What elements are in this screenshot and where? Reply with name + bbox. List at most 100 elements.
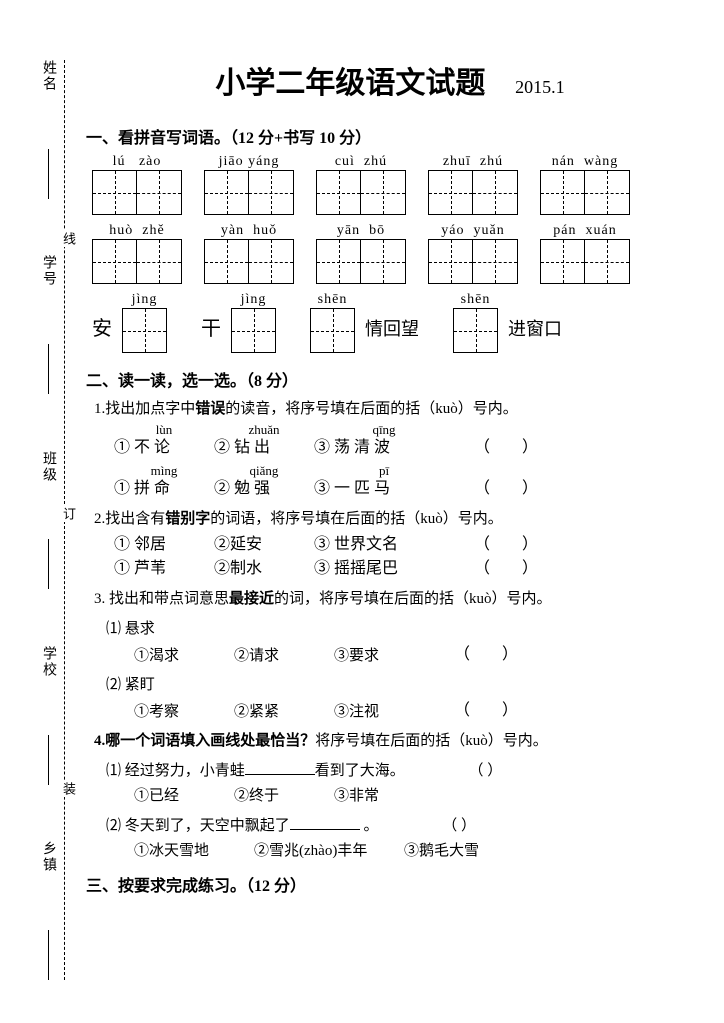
- opt-num: ①: [114, 536, 130, 553]
- opt-text: 考察: [149, 704, 179, 720]
- pinyin-block: yàn huǒ: [204, 223, 294, 284]
- answer-paren[interactable]: （ ）: [474, 533, 538, 557]
- opt-text: 荡 清 波: [334, 439, 390, 456]
- sentence-b: 看到了大海。: [315, 763, 405, 779]
- page-content: 小学二年级语文试题 2015.1 一、看拼音写词语。（12 分+书写 10 分）…: [86, 58, 694, 902]
- pinyin-block: zhuī zhú: [428, 154, 518, 215]
- option-row: ①考察 ②紧紧 ③注视 （ ）: [134, 699, 694, 723]
- option-cell: ③ 世界文名: [314, 533, 454, 557]
- tian-box[interactable]: [473, 170, 518, 215]
- fill-blank[interactable]: [290, 815, 360, 830]
- opt-num: ②: [234, 704, 249, 720]
- pinyin-label: jìng: [132, 292, 158, 308]
- answer-paren[interactable]: （ ）: [454, 699, 518, 723]
- q-bold: 错误: [195, 401, 225, 417]
- tian-box[interactable]: [122, 308, 167, 353]
- option-cell: ②制水: [214, 557, 314, 581]
- opt-num: ③: [314, 439, 330, 456]
- opt-text: 终于: [249, 788, 279, 804]
- tian-box[interactable]: [137, 170, 182, 215]
- opt-text: 制水: [230, 560, 262, 577]
- fill-blank[interactable]: [245, 760, 315, 775]
- tian-box[interactable]: [92, 170, 137, 215]
- opt-num: ③: [314, 560, 330, 577]
- option-cell: lùn① 不 论: [114, 423, 214, 460]
- tian-box[interactable]: [361, 239, 406, 284]
- q-num: 4.: [94, 733, 105, 749]
- opt-text: 勉 强: [234, 480, 270, 497]
- option-cell: ②终于: [234, 785, 334, 808]
- opt-num: ③: [334, 788, 349, 804]
- option-row: ① 邻居 ②延安 ③ 世界文名 （ ）: [114, 533, 694, 557]
- pinyin-above: qiǎng: [214, 464, 314, 477]
- answer-paren[interactable]: （ ）: [454, 643, 518, 667]
- page-date: 2015.1: [515, 77, 565, 97]
- tian-box[interactable]: [310, 308, 355, 353]
- opt-text: 已经: [149, 788, 179, 804]
- binding-line: [48, 735, 49, 785]
- tian-box[interactable]: [316, 239, 361, 284]
- opt-num: ②: [214, 439, 230, 456]
- opt-num: ③: [334, 648, 349, 664]
- pinyin-label: yàn huǒ: [204, 223, 294, 239]
- tian-box[interactable]: [540, 170, 585, 215]
- sentence-b: 。: [360, 818, 379, 834]
- opt-num: ①: [114, 560, 130, 577]
- pinyin-above: qīng: [314, 423, 454, 436]
- opt-text: 摇摇尾巴: [334, 560, 398, 577]
- tian-box[interactable]: [204, 170, 249, 215]
- opt-text: 拼 命: [134, 480, 170, 497]
- tian-box[interactable]: [204, 239, 249, 284]
- binding-line: [48, 539, 49, 589]
- pinyin-block: cuì zhú: [316, 154, 406, 215]
- tian-box[interactable]: [249, 170, 294, 215]
- opt-num: ②: [214, 560, 230, 577]
- tian-box[interactable]: [453, 308, 498, 353]
- pinyin-above: mìng: [114, 464, 214, 477]
- answer-paren[interactable]: （ ）: [474, 557, 538, 581]
- tian-box[interactable]: [540, 239, 585, 284]
- pinyin-block: huò zhě: [92, 223, 182, 284]
- opt-num: ②: [254, 843, 269, 859]
- pinyin-block: yān bō: [316, 223, 406, 284]
- tian-box[interactable]: [137, 239, 182, 284]
- tian-box[interactable]: [316, 170, 361, 215]
- tian-box[interactable]: [428, 239, 473, 284]
- opt-text: 钻 出: [234, 439, 270, 456]
- option-cell: ③ 摇摇尾巴: [314, 557, 454, 581]
- pinyin-label: shēn: [318, 292, 348, 308]
- opt-num: ①: [134, 788, 149, 804]
- answer-paren[interactable]: （ ）: [474, 477, 538, 501]
- tian-box[interactable]: [92, 239, 137, 284]
- q-text: 的词，将序号填在后面的括（kuò）号内。: [274, 591, 552, 607]
- opt-text: 芦苇: [134, 560, 166, 577]
- answer-paren[interactable]: （ ）: [474, 436, 538, 460]
- option-cell: ①渴求: [134, 645, 234, 668]
- pinyin-label: lú zào: [92, 154, 182, 170]
- tian-box[interactable]: [361, 170, 406, 215]
- answer-paren[interactable]: （ ）: [469, 763, 503, 779]
- opt-text: 非常: [349, 788, 379, 804]
- tian-box[interactable]: [473, 239, 518, 284]
- q-bold: 哪一个词语填入画线处最恰当？: [105, 733, 315, 749]
- tian-box[interactable]: [428, 170, 473, 215]
- option-row: lùn① 不 论 zhuǎn② 钻 出 qīng ③ 荡 清 波 （ ）: [114, 423, 694, 460]
- tian-box[interactable]: [585, 239, 630, 284]
- tian-box[interactable]: [249, 239, 294, 284]
- pinyin-row-2: huò zhě yàn huǒ yān bō yáo yuǎn pán xuán: [92, 223, 694, 284]
- opt-text: 鹅毛大雪: [419, 843, 479, 859]
- opt-num: ②: [234, 648, 249, 664]
- opt-text: 冰天雪地: [149, 843, 209, 859]
- option-cell: zhuǎn② 钻 出: [214, 423, 314, 460]
- opt-text: 紧紧: [249, 704, 279, 720]
- tian-box[interactable]: [585, 170, 630, 215]
- pinyin-label: yáo yuǎn: [428, 223, 518, 239]
- q-text: 1.找出加点字中: [94, 401, 195, 417]
- option-cell: ①考察: [134, 701, 234, 724]
- tian-box[interactable]: [231, 308, 276, 353]
- option-cell: ③鹅毛大雪: [404, 840, 524, 863]
- answer-paren[interactable]: （ ）: [442, 818, 476, 834]
- opt-num: ②: [234, 788, 249, 804]
- pinyin-label: nán wàng: [540, 154, 630, 170]
- opt-text: 要求: [349, 648, 379, 664]
